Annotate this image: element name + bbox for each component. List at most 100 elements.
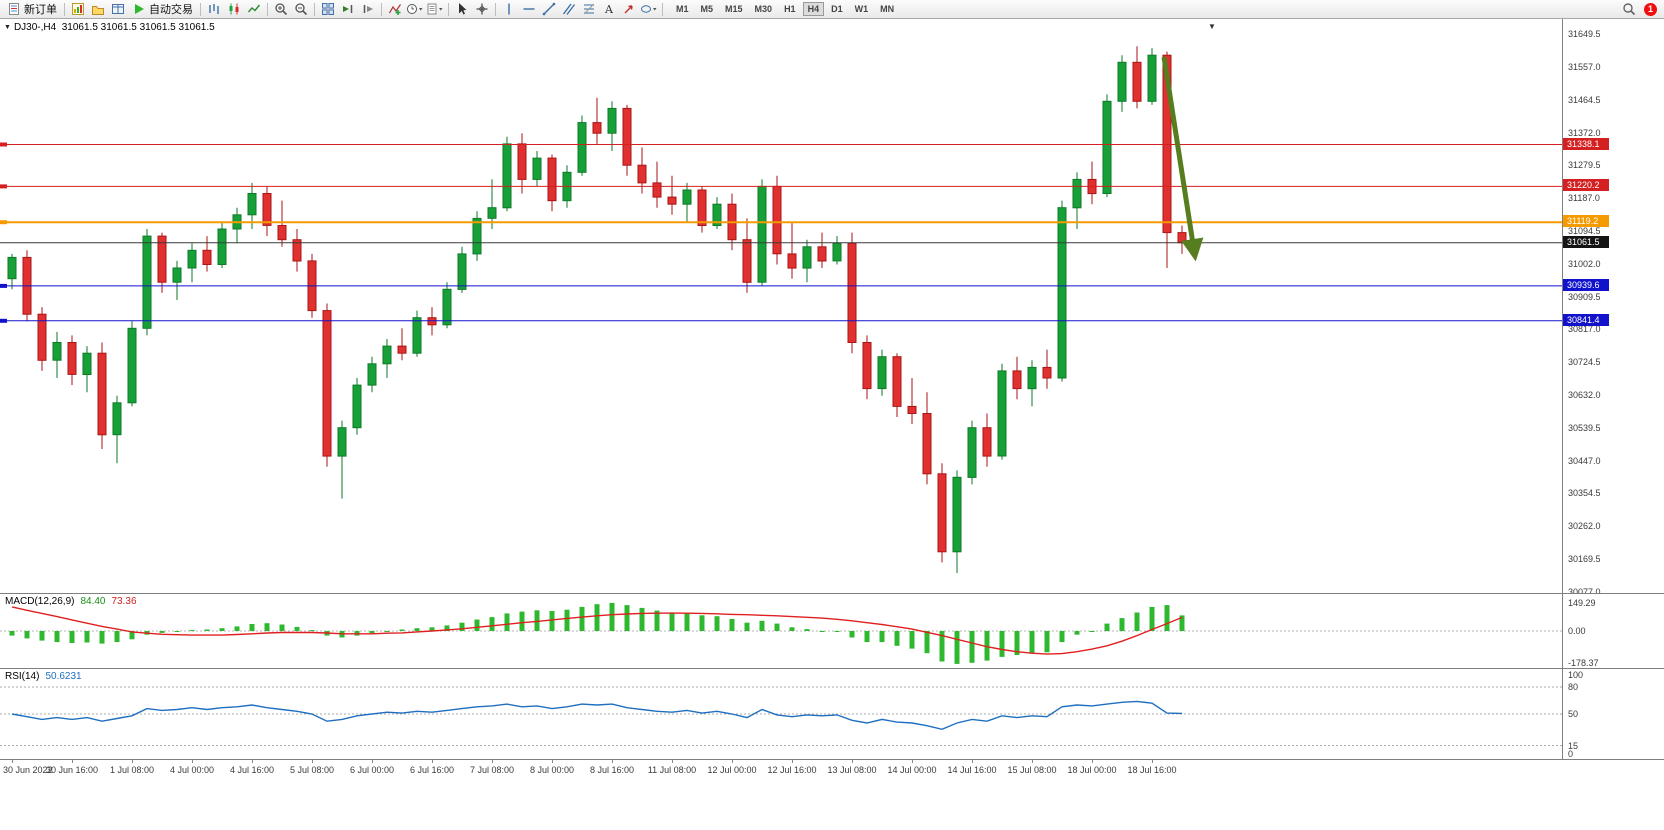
autotrading-icon bbox=[132, 2, 146, 16]
timeframe-d1[interactable]: D1 bbox=[826, 2, 848, 16]
time-axis-label: 12 Jul 16:00 bbox=[767, 765, 817, 775]
channel-icon[interactable] bbox=[559, 1, 579, 17]
time-axis-label: 7 Jul 08:00 bbox=[469, 765, 515, 775]
arrows-icon[interactable] bbox=[619, 1, 639, 17]
indicators-icon[interactable] bbox=[385, 1, 405, 17]
horizontal-line-icon[interactable] bbox=[519, 1, 539, 17]
rsi-value: 50.6231 bbox=[45, 671, 82, 682]
zoom-in-icon[interactable] bbox=[271, 1, 291, 17]
time-axis-label: 18 Jul 16:00 bbox=[1127, 765, 1177, 775]
time-axis-tick bbox=[792, 760, 793, 763]
shapes-icon[interactable] bbox=[639, 1, 659, 17]
chart-title: ▼ DJ30-,H4 31061.5 31061.5 31061.5 31061… bbox=[4, 22, 215, 33]
time-axis-label: 4 Jul 16:00 bbox=[229, 765, 275, 775]
autotrading-button[interactable]: 自动交易 bbox=[128, 0, 197, 18]
trendline-icon[interactable] bbox=[539, 1, 559, 17]
down-arrow-annotation bbox=[1161, 56, 1204, 262]
rsi-name: RSI(14) bbox=[5, 671, 40, 682]
toolbar-separator bbox=[381, 2, 382, 16]
price-axis-label: 31094.5 bbox=[1568, 226, 1601, 236]
timeframe-m1[interactable]: M1 bbox=[671, 2, 694, 16]
timeframe-w1[interactable]: W1 bbox=[850, 2, 874, 16]
timeframe-m5[interactable]: M5 bbox=[696, 2, 719, 16]
time-axis-tick bbox=[72, 760, 73, 763]
price-axis-label: 30632.0 bbox=[1568, 390, 1601, 400]
search-icon[interactable] bbox=[1619, 1, 1639, 17]
time-axis-label: 8 Jul 00:00 bbox=[529, 765, 575, 775]
timeframe-m15[interactable]: M15 bbox=[720, 2, 748, 16]
macd-plot[interactable] bbox=[0, 594, 1562, 668]
timeframe-h4[interactable]: H4 bbox=[802, 2, 825, 16]
timeframe-h1[interactable]: H1 bbox=[779, 2, 801, 16]
main-price-axis[interactable]: 31649.5 31557.0 31464.5 31372.0 31279.5 31187… bbox=[1562, 19, 1663, 593]
chart-shift-icon[interactable] bbox=[358, 1, 378, 17]
price-axis-label: 30539.5 bbox=[1568, 423, 1601, 433]
time-axis[interactable]: 30 Jun 2022 30 Jun 16:00 1 Jul 08:00 4 Jul … bbox=[0, 760, 1664, 780]
zoom-out-icon[interactable] bbox=[291, 1, 311, 17]
time-axis-tick bbox=[432, 760, 433, 763]
toolbar-separator bbox=[200, 2, 201, 16]
hline-price-tag: 31220.2 bbox=[1563, 179, 1609, 191]
templates-icon[interactable] bbox=[425, 1, 445, 17]
crosshair-icon[interactable] bbox=[472, 1, 492, 17]
fibonacci-icon[interactable] bbox=[579, 1, 599, 17]
chart-shift-marker[interactable]: ▼ bbox=[1208, 22, 1216, 31]
hline-price-tag: 31338.1 bbox=[1563, 138, 1609, 150]
time-axis-tick bbox=[1092, 760, 1093, 763]
periods-icon[interactable] bbox=[405, 1, 425, 17]
autotrading-label: 自动交易 bbox=[149, 4, 193, 16]
macd-axis-label: 0.00 bbox=[1568, 626, 1586, 636]
toolbar-right: 1 bbox=[1619, 1, 1661, 17]
time-axis-tick bbox=[252, 760, 253, 763]
macd-axis-label: -178.37 bbox=[1568, 658, 1599, 668]
price-axis-label: 31002.0 bbox=[1568, 259, 1601, 269]
charts-icon[interactable] bbox=[68, 1, 88, 17]
profiles-icon[interactable] bbox=[88, 1, 108, 17]
price-axis-label: 30169.5 bbox=[1568, 554, 1601, 564]
chart-window: 31649.5 31557.0 31464.5 31372.0 31279.5 31187… bbox=[0, 19, 1664, 830]
time-axis-label: 15 Jul 08:00 bbox=[1007, 765, 1057, 775]
time-axis-label: 8 Jul 16:00 bbox=[589, 765, 635, 775]
time-axis-label: 6 Jul 00:00 bbox=[349, 765, 395, 775]
macd-ax[interactable]: 149.29 0.00 -178.37 bbox=[1562, 594, 1663, 668]
candlestick-icon[interactable] bbox=[224, 1, 244, 17]
time-axis-tick bbox=[612, 760, 613, 763]
rsi-axis-label: 100 bbox=[1568, 670, 1584, 680]
price-axis-label: 30724.5 bbox=[1568, 357, 1601, 367]
time-axis-label: 1 Jul 08:00 bbox=[109, 765, 155, 775]
current-price-tag: 31061.5 bbox=[1563, 236, 1609, 248]
rsi-plot[interactable] bbox=[0, 669, 1562, 759]
line-chart-icon[interactable] bbox=[244, 1, 264, 17]
toolbar-separator bbox=[662, 2, 663, 16]
time-axis-label: 30 Jun 2022 bbox=[3, 765, 53, 775]
vertical-line-icon[interactable] bbox=[499, 1, 519, 17]
collapse-chart-icon[interactable]: ▼ bbox=[4, 24, 11, 31]
rsi-axis-label: 15 bbox=[1568, 741, 1579, 751]
timeframe-m30[interactable]: M30 bbox=[750, 2, 778, 16]
time-axis-tick bbox=[852, 760, 853, 763]
time-axis-label: 14 Jul 00:00 bbox=[887, 765, 937, 775]
macd-panel: 149.29 0.00 -178.37 MACD(12,26,9) 84.40 73… bbox=[0, 594, 1664, 669]
bar-chart-icon[interactable] bbox=[204, 1, 224, 17]
text-icon[interactable]: A bbox=[599, 1, 619, 17]
svg-text:A: A bbox=[604, 3, 614, 16]
time-axis-tick bbox=[1032, 760, 1033, 763]
macd-main-value: 84.40 bbox=[80, 596, 106, 607]
rsi-axis-label: 80 bbox=[1568, 682, 1579, 692]
market-watch-icon[interactable] bbox=[108, 1, 128, 17]
main-chart-plot[interactable] bbox=[0, 19, 1562, 593]
time-axis-tick bbox=[12, 760, 13, 763]
timeframe-mn[interactable]: MN bbox=[875, 2, 899, 16]
auto-scroll-icon[interactable] bbox=[338, 1, 358, 17]
price-axis-label: 30354.5 bbox=[1568, 488, 1601, 498]
cursor-icon[interactable] bbox=[452, 1, 472, 17]
notification-badge[interactable]: 1 bbox=[1644, 2, 1657, 16]
rsi-ax[interactable]: 100 80 50 15 0 bbox=[1562, 669, 1663, 759]
new-order-button[interactable]: 新订单 bbox=[3, 0, 61, 18]
price-axis-label: 31279.5 bbox=[1568, 160, 1601, 170]
tile-windows-icon[interactable] bbox=[318, 1, 338, 17]
price-axis-label: 31372.0 bbox=[1568, 128, 1601, 138]
price-axis-label: 31649.5 bbox=[1568, 29, 1601, 39]
rsi-label: RSI(14) 50.6231 bbox=[5, 671, 82, 682]
